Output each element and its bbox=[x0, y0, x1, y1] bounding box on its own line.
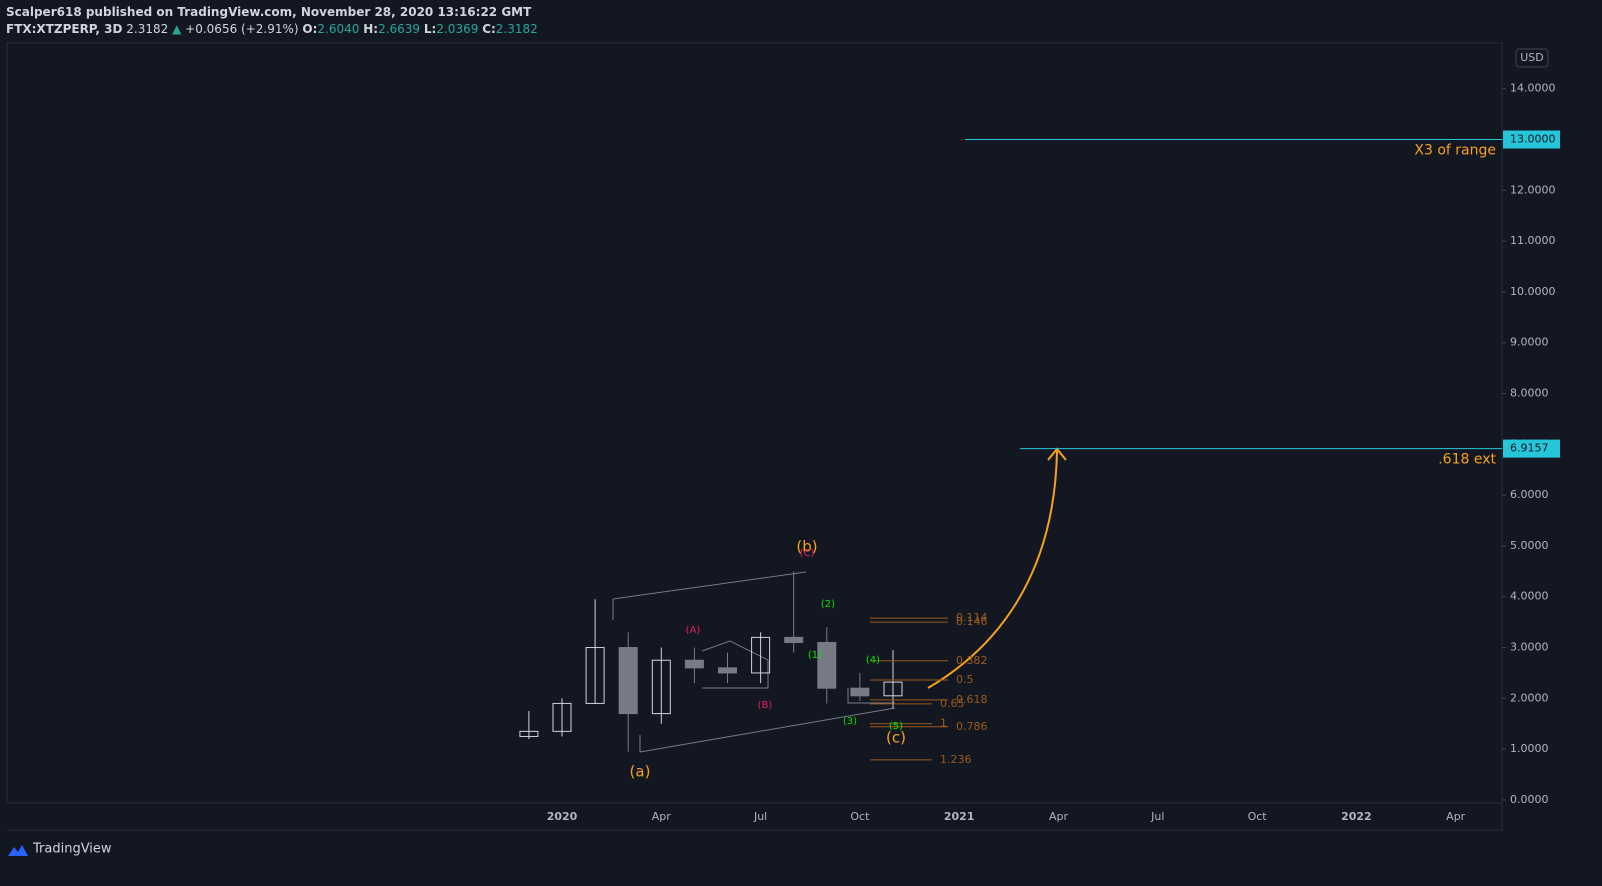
fib-label: 0.114 bbox=[956, 611, 988, 624]
wave-label: (A) bbox=[686, 625, 701, 636]
y-tick-label: 8.0000 bbox=[1510, 387, 1549, 400]
drawings bbox=[612, 571, 896, 753]
x-tick-label: Apr bbox=[1446, 810, 1466, 823]
c-label: C: bbox=[482, 22, 496, 36]
level-note: X3 of range bbox=[1414, 143, 1496, 159]
y-tick-label: 1.0000 bbox=[1510, 742, 1549, 755]
x-tick-label: Jul bbox=[1150, 810, 1164, 823]
header-text: Scalper618 published on TradingView.com,… bbox=[6, 5, 532, 19]
x-tick-label: Jul bbox=[753, 810, 767, 823]
fib-label: 1.236 bbox=[940, 753, 972, 766]
y-tick-label: 12.0000 bbox=[1510, 183, 1556, 196]
box bbox=[847, 688, 895, 704]
candle-body bbox=[618, 647, 638, 715]
candle-body bbox=[784, 636, 804, 643]
symbol: FTX:XTZPERP, 3D bbox=[6, 22, 122, 36]
price-tag bbox=[1503, 130, 1560, 149]
x-tick-label: 2022 bbox=[1341, 810, 1372, 823]
fib-label: 0.65 bbox=[940, 697, 965, 710]
price-tag-label: 6.9157 bbox=[1510, 442, 1549, 455]
channel-top bbox=[612, 571, 807, 600]
y-tick-label: 3.0000 bbox=[1510, 641, 1549, 654]
symbol-line: FTX:XTZPERP, 3D 2.3182 ▲ +0.0656 (+2.91%… bbox=[6, 22, 538, 36]
wave-label: (b) bbox=[796, 538, 817, 556]
y-tick-label: 6.0000 bbox=[1510, 488, 1549, 501]
wave-label: (5) bbox=[889, 721, 903, 732]
wave-label: (1) bbox=[808, 650, 822, 661]
c: 2.3182 bbox=[496, 22, 538, 36]
wave-label: (C) bbox=[800, 548, 815, 559]
candle-body bbox=[684, 659, 704, 669]
x-tick-label: 2021 bbox=[944, 810, 975, 823]
triangle bbox=[701, 640, 769, 689]
x-tick-label: Oct bbox=[1248, 810, 1268, 823]
fib-label: 0.5 bbox=[956, 673, 974, 686]
wave-label: (a) bbox=[630, 763, 651, 781]
x-tick-label: Apr bbox=[652, 810, 672, 823]
y-tick-label: 4.0000 bbox=[1510, 590, 1549, 603]
projection-arrow bbox=[927, 450, 1058, 689]
o: 2.6040 bbox=[317, 22, 359, 36]
currency: USD bbox=[1520, 51, 1544, 64]
change: +0.0656 (+2.91%) bbox=[185, 22, 298, 36]
l-label: L: bbox=[424, 22, 436, 36]
y-tick-label: 10.0000 bbox=[1510, 285, 1556, 298]
plot-area bbox=[6, 42, 1503, 804]
y-tick-label: 2.0000 bbox=[1510, 691, 1549, 704]
candle-body bbox=[850, 687, 870, 697]
candle-body bbox=[817, 641, 837, 689]
y-tick-label: 9.0000 bbox=[1510, 336, 1549, 349]
y-tick-label: 14.0000 bbox=[1510, 82, 1556, 95]
candle-body bbox=[751, 636, 771, 674]
price-tag bbox=[1503, 439, 1560, 458]
candle-body bbox=[585, 647, 605, 704]
fib-label: 0.382 bbox=[956, 654, 988, 667]
y-tick-label: 11.0000 bbox=[1510, 234, 1556, 247]
candle-body bbox=[883, 681, 903, 697]
wave-label: (2) bbox=[821, 599, 835, 610]
y-tick-label: 5.0000 bbox=[1510, 539, 1549, 552]
h: 2.6639 bbox=[378, 22, 420, 36]
price-tag-label: 13.0000 bbox=[1510, 133, 1556, 146]
published-line: Scalper618 published on TradingView.com,… bbox=[6, 5, 532, 19]
fib-label: 0.146 bbox=[956, 615, 988, 628]
candle-body bbox=[519, 730, 539, 737]
h-label: H: bbox=[363, 22, 378, 36]
fib-label: 0.618 bbox=[956, 693, 988, 706]
wave-label: (3) bbox=[843, 716, 857, 727]
brand: TradingView bbox=[32, 842, 112, 857]
x-tick-label: Apr bbox=[1049, 810, 1069, 823]
channel-bottom bbox=[639, 707, 896, 753]
wave-label: (4) bbox=[866, 655, 880, 666]
wave-label: (B) bbox=[758, 700, 773, 711]
fib-label: 1 bbox=[940, 717, 947, 730]
arrow: ▲ bbox=[172, 22, 182, 36]
wave-label: (c) bbox=[886, 729, 906, 747]
o-label: O: bbox=[302, 22, 317, 36]
candle-body bbox=[718, 667, 737, 674]
x-tick-label: 2020 bbox=[547, 810, 578, 823]
marks: 0.0000 1.0000 2.0000 3.0000 4.0000 5.0000 6.00… bbox=[519, 82, 1560, 823]
last: 2.3182 bbox=[126, 22, 168, 36]
candle-body bbox=[552, 702, 572, 732]
candle-body bbox=[651, 659, 671, 715]
l: 2.0369 bbox=[436, 22, 478, 36]
level-note: .618 ext bbox=[1438, 452, 1496, 468]
fib-label: 0.786 bbox=[956, 720, 988, 733]
y-tick-label: 0.0000 bbox=[1510, 793, 1549, 806]
x-tick-label: Oct bbox=[850, 810, 870, 823]
logo bbox=[8, 845, 28, 856]
currency-box bbox=[1515, 48, 1549, 68]
